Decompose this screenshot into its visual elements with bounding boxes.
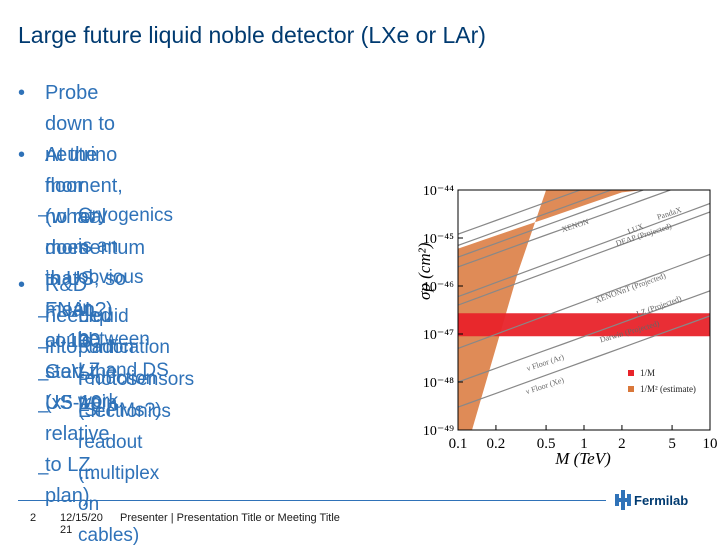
x-tick-label: 5 [668, 436, 676, 452]
footer-rule [18, 500, 606, 501]
y-tick-label: 10⁻⁴⁶ [423, 280, 454, 295]
x-tick-label: 1 [580, 436, 588, 452]
curve-lux [458, 190, 582, 235]
curve-label: DEAP (Projected) [615, 221, 673, 248]
band-1-over-m2 [458, 190, 710, 430]
x-tick-label: 0.1 [449, 436, 468, 452]
bullet-line: Probe down to neutrino floor (what does … [45, 82, 118, 352]
sub-bullet-line: Radon reduction [78, 337, 157, 389]
curve-label: XENON [560, 217, 590, 234]
footer-date: 12/15/20 21 [60, 512, 103, 536]
page-number: 2 [30, 512, 37, 524]
sub-bullet-line: … [78, 463, 97, 484]
sub-bullet-line: Cryogenics is an obvious [78, 205, 174, 288]
band-1-over-m [458, 313, 710, 337]
legend-swatch [628, 370, 634, 376]
bullet-line: GeV (x5-10 relative to LZ plan) [45, 361, 110, 507]
curve-label: XENONnT (Projected) [594, 271, 667, 305]
y-tick-label: 10⁻⁴⁸ [423, 376, 454, 391]
sub-bullet-marker: – [38, 337, 49, 358]
sub-bullet-line: Liquid purification [78, 306, 170, 358]
sub-bullet-marker: – [38, 401, 49, 422]
bullet-marker: • [18, 144, 26, 166]
fermilab-logo-text: Fermilab [634, 493, 688, 508]
y-tick-label: 10⁻⁴⁹ [423, 424, 454, 439]
y-tick-label: 10⁻⁴⁵ [423, 232, 454, 247]
bullet-line: At the moment, no real momentum in US, s… [45, 144, 146, 352]
footer-date-line: 12/15/20 [60, 512, 103, 524]
x-tick-label: 0.5 [537, 436, 556, 452]
curve-xenon [458, 190, 646, 258]
bullet-line: R&D needed into: [45, 274, 112, 358]
fermilab-logo: Fermilab [615, 490, 688, 510]
curve-xenonnt [458, 202, 710, 298]
bullet-marker: • [18, 274, 26, 296]
x-tick-label: 10 [703, 436, 718, 452]
footer-presenter: Presenter | Presentation Title or Meetin… [120, 512, 340, 524]
curve-lz [458, 211, 710, 306]
sub-bullet-marker: – [38, 306, 49, 327]
curve-darwin [458, 253, 710, 349]
fermilab-logo-icon [615, 490, 631, 510]
slide-title: Large future liquid noble detector (LXe … [18, 22, 486, 48]
curve-label: ν Floor (Xe) [525, 375, 566, 396]
sub-bullet-line: Photosensors (Si.PMs?) [78, 369, 195, 421]
y-tick-label: 10⁻⁴⁷ [423, 328, 454, 343]
sub-bullet-line: Electronics readout (multiplex on [78, 401, 171, 515]
footer-date-line: 21 [60, 524, 73, 536]
x-axis-label: M (TeV) [554, 449, 611, 468]
x-tick-label: 2 [618, 436, 626, 452]
sub-bullet-marker: – [38, 463, 49, 484]
y-tick-label: 10⁻⁴⁴ [423, 184, 454, 199]
bullet-line: start the US train [45, 361, 118, 414]
legend-label: 1/M [640, 368, 655, 378]
curve-pandax [458, 190, 613, 246]
legend-label: 1/M² (estimate) [640, 384, 696, 394]
bullet-marker: • [18, 82, 26, 104]
sub-bullet-marker: – [38, 369, 49, 390]
curve-nu-floor-ar [458, 290, 710, 383]
legend-swatch [628, 386, 634, 392]
curve-deap [458, 190, 673, 268]
sub-bullet-line: in, between LZ and DS work. [78, 298, 169, 412]
dm-cross-section-chart: 0.1 0.2 0.5 1 2 5 10 10⁻⁴⁴ 10⁻⁴⁵ 10⁻⁴⁶ 10⁻⁴⁷ 10⁻⁴⁸… [415, 184, 718, 468]
curve-nu-floor-xe [458, 315, 710, 408]
y-axis-label: σp (cm²) [415, 242, 434, 300]
sub-bullet-marker: – [38, 205, 49, 226]
x-tick-label: 0.2 [487, 436, 506, 452]
